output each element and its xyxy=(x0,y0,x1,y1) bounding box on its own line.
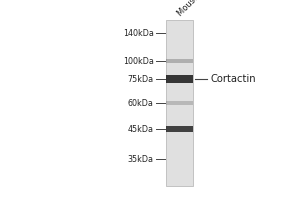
Bar xyxy=(167,20,194,186)
Text: Mouse kidney: Mouse kidney xyxy=(175,0,223,18)
Text: 45kDa: 45kDa xyxy=(128,124,154,134)
Bar xyxy=(167,59,194,63)
Text: 100kDa: 100kDa xyxy=(123,56,154,66)
Text: 140kDa: 140kDa xyxy=(123,28,154,38)
Text: Cortactin: Cortactin xyxy=(210,74,256,84)
Bar xyxy=(167,75,194,83)
Text: 35kDa: 35kDa xyxy=(128,154,154,164)
Bar xyxy=(167,101,194,105)
Bar xyxy=(167,126,194,132)
Text: 75kDa: 75kDa xyxy=(128,74,154,84)
Text: 60kDa: 60kDa xyxy=(128,98,154,108)
